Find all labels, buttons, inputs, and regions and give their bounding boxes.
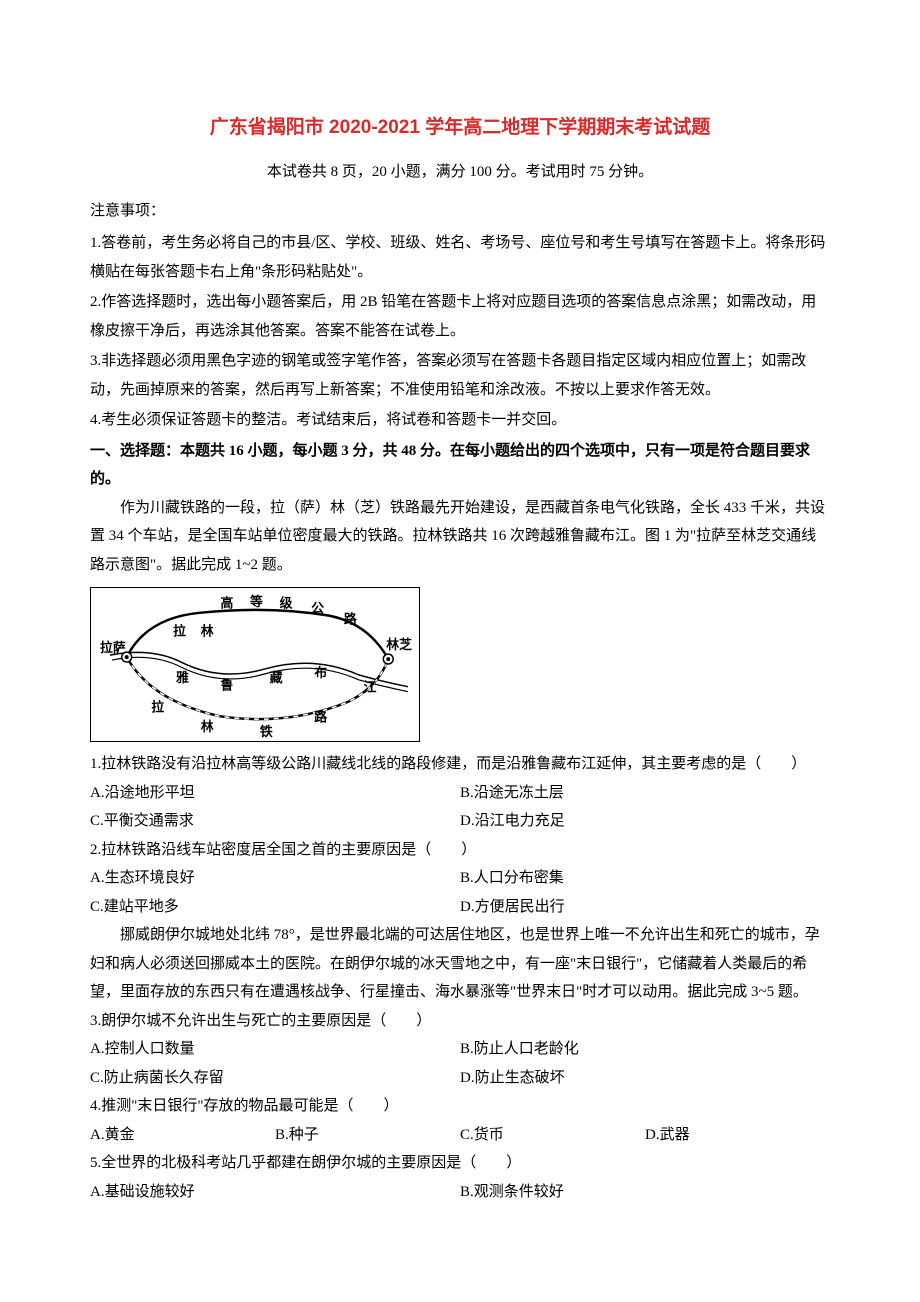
map-label-lasa: 拉萨 — [100, 640, 126, 655]
instruction-2: 2.作答选择题时，选出每小题答案后，用 2B 铅笔在答题卡上将对应题目选项的答案… — [90, 288, 830, 345]
q1-options-row2: C.平衡交通需求 D.沿江电力充足 — [90, 807, 830, 836]
q1-option-b: B.沿途无冻土层 — [460, 779, 830, 808]
q5-option-b: B.观测条件较好 — [460, 1178, 830, 1207]
document-title: 广东省揭阳市 2020-2021 学年高二地理下学期期末考试试题 — [90, 110, 830, 146]
q2-option-d: D.方便居民出行 — [460, 893, 830, 922]
q2-option-a: A.生态环境良好 — [90, 864, 460, 893]
svg-text:林: 林 — [201, 719, 214, 734]
q4-stem: 4.推测"末日银行"存放的物品最可能是（ ） — [90, 1092, 830, 1121]
q5-option-a: A.基础设施较好 — [90, 1178, 460, 1207]
svg-text:高: 高 — [220, 596, 233, 611]
svg-text:铁: 铁 — [260, 724, 273, 739]
q4-option-d: D.武器 — [645, 1121, 830, 1150]
svg-text:路: 路 — [314, 709, 327, 724]
svg-text:路: 路 — [344, 612, 357, 627]
q2-option-b: B.人口分布密集 — [460, 864, 830, 893]
q2-options-row1: A.生态环境良好 B.人口分布密集 — [90, 864, 830, 893]
q1-option-a: A.沿途地形平坦 — [90, 779, 460, 808]
svg-text:级: 级 — [280, 596, 293, 611]
q2-options-row2: C.建站平地多 D.方便居民出行 — [90, 893, 830, 922]
q5-options-row: A.基础设施较好 B.观测条件较好 — [90, 1178, 830, 1207]
q3-options-row2: C.防止病菌长久存留 D.防止生态破坏 — [90, 1064, 830, 1093]
svg-text:雅: 雅 — [176, 670, 189, 685]
instruction-4: 4.考生必须保证答题卡的整洁。考试结束后，将试卷和答题卡一并交回。 — [90, 406, 830, 435]
passage-2: 挪威朗伊尔城地处北纬 78°，是世界最北端的可达居住地区，也是世界上唯一不允许出… — [90, 921, 830, 1007]
instruction-3: 3.非选择题必须用黑色字迹的钢笔或签字笔作答，答案必须写在答题卡各题目指定区域内… — [90, 347, 830, 404]
q4-option-c: C.货币 — [460, 1121, 645, 1150]
svg-text:布: 布 — [314, 665, 327, 680]
q3-stem: 3.朗伊尔城不允许出生与死亡的主要原因是（ ） — [90, 1007, 830, 1036]
q3-options-row1: A.控制人口数量 B.防止人口老龄化 — [90, 1035, 830, 1064]
q5-stem: 5.全世界的北极科考站几乎都建在朗伊尔城的主要原因是（ ） — [90, 1149, 830, 1178]
svg-text:公: 公 — [311, 602, 324, 616]
notice-heading: 注意事项： — [90, 197, 830, 226]
q3-option-d: D.防止生态破坏 — [460, 1064, 830, 1093]
q4-options-row: A.黄金 B.种子 C.货币 D.武器 — [90, 1121, 830, 1150]
svg-text:鲁: 鲁 — [220, 678, 233, 693]
q3-option-c: C.防止病菌长久存留 — [90, 1064, 460, 1093]
map-label-linzhi: 林芝 — [386, 637, 412, 652]
svg-text:江: 江 — [364, 680, 377, 695]
svg-text:拉: 拉 — [173, 623, 186, 638]
q1-option-c: C.平衡交通需求 — [90, 807, 460, 836]
q4-option-a: A.黄金 — [90, 1121, 275, 1150]
q3-option-a: A.控制人口数量 — [90, 1035, 460, 1064]
instruction-1: 1.答卷前，考生务必将自己的市县/区、学校、班级、姓名、考场号、座位号和考生号填… — [90, 229, 830, 286]
svg-text:藏: 藏 — [270, 670, 283, 685]
passage-1: 作为川藏铁路的一段，拉（萨）林（芝）铁路最先开始建设，是西藏首条电气化铁路，全长… — [90, 494, 830, 580]
q1-stem: 1.拉林铁路没有沿拉林高等级公路川藏线北线的路段修建，而是沿雅鲁藏布江延伸，其主… — [90, 750, 830, 779]
svg-text:拉: 拉 — [151, 699, 164, 714]
q3-option-b: B.防止人口老龄化 — [460, 1035, 830, 1064]
map-figure: 拉萨 林芝 拉 林 高 等 级 公 路 雅 鲁 藏 布 江 拉 林 铁 路 — [90, 587, 420, 742]
q2-stem: 2.拉林铁路沿线车站密度居全国之首的主要原因是（ ） — [90, 836, 830, 865]
svg-text:林: 林 — [201, 623, 214, 638]
document-subtitle: 本试卷共 8 页，20 小题，满分 100 分。考试用时 75 分钟。 — [90, 158, 830, 187]
q2-option-c: C.建站平地多 — [90, 893, 460, 922]
svg-text:等: 等 — [250, 594, 263, 609]
section-1-heading: 一、选择题：本题共 16 小题，每小题 3 分，共 48 分。在每小题给出的四个… — [90, 437, 830, 494]
q1-options-row1: A.沿途地形平坦 B.沿途无冻土层 — [90, 779, 830, 808]
q1-option-d: D.沿江电力充足 — [460, 807, 830, 836]
q4-option-b: B.种子 — [275, 1121, 460, 1150]
